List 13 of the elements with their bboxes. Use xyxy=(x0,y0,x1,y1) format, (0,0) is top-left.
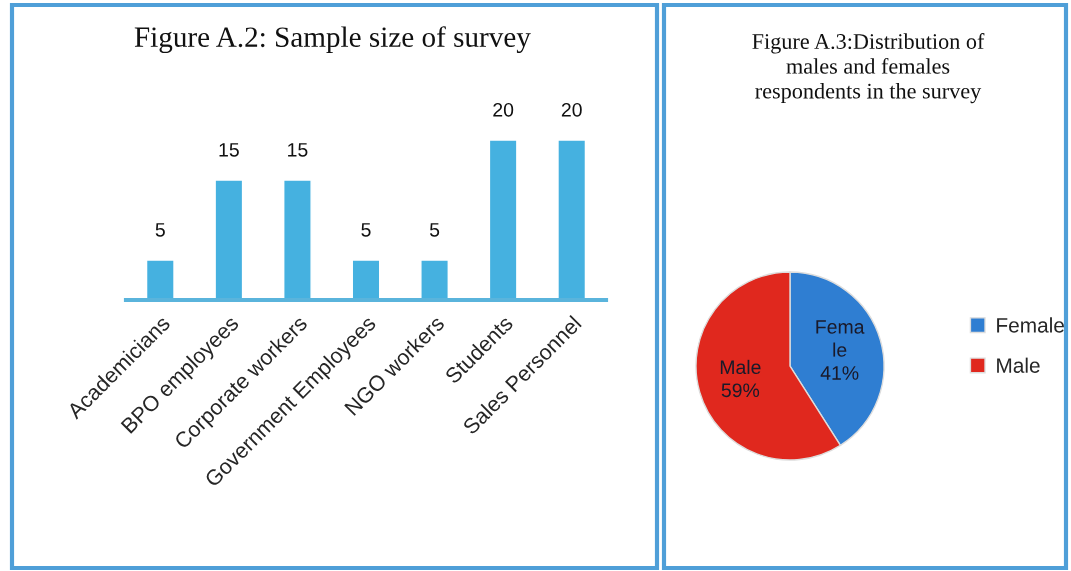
data-label: 5 xyxy=(155,223,165,237)
legend-label: Male xyxy=(997,357,1040,373)
data-label: Fema le 41% xyxy=(816,320,865,380)
data-label: 20 xyxy=(493,102,514,117)
data-label: 15 xyxy=(288,143,308,157)
data-label: 5 xyxy=(361,223,371,237)
data-label: 5 xyxy=(429,223,440,237)
chart-title: Figure A.2: Sample size of survey xyxy=(134,26,531,53)
legend-label: Female xyxy=(997,317,1064,333)
chart-title: Figure A.3:Distribution of males and females respondents in the survey xyxy=(752,33,985,104)
data-label: Male 59% xyxy=(720,359,761,398)
data-label: 20 xyxy=(561,102,582,117)
data-label: 15 xyxy=(219,143,239,157)
